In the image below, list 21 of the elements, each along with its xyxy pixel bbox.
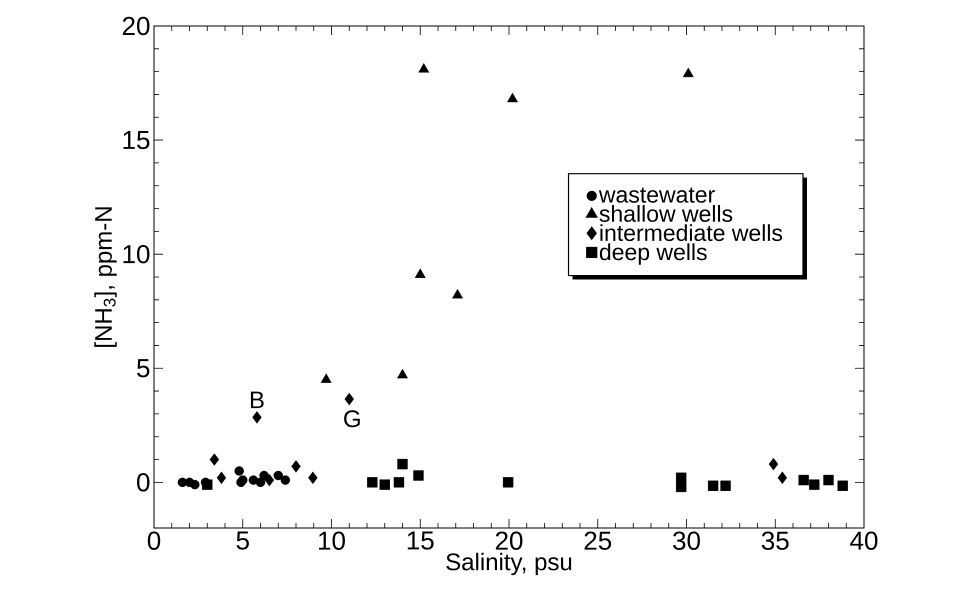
x-tick-label: 15 <box>408 532 434 550</box>
y-tick-label: 15 <box>124 131 150 150</box>
annotation: G <box>344 410 360 428</box>
legend-label: deep wells <box>600 243 707 265</box>
y-tick-label: 10 <box>124 244 150 264</box>
x-tick-label: 25 <box>584 532 612 550</box>
y-axis-title: [NH$_{3}$], ppm-N <box>94 207 117 347</box>
legend-label: wastewater <box>598 188 715 203</box>
y-tick-label: 5 <box>137 359 150 378</box>
y-tick-label: 0 <box>137 473 150 492</box>
x-tick-label: 10 <box>319 532 345 550</box>
y-tick-label: 20 <box>122 16 150 36</box>
x-tick-label: 30 <box>673 532 700 550</box>
x-axis-title: Salinity, psu <box>446 552 572 576</box>
x-tick-label: 40 <box>850 532 878 550</box>
legend-label: intermediate wells <box>600 224 782 242</box>
annotation: B <box>250 392 264 408</box>
x-tick-label: 35 <box>762 532 789 550</box>
legend-label: shallow wells <box>600 205 732 222</box>
x-tick-label: 5 <box>236 532 249 550</box>
x-tick-label: 20 <box>496 532 522 550</box>
